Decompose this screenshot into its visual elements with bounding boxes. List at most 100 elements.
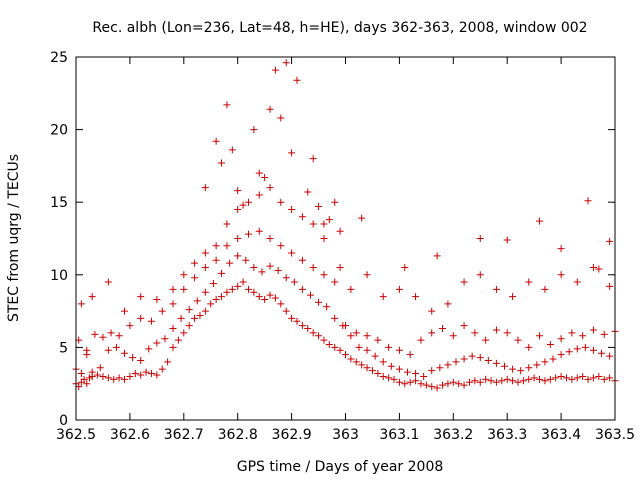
- data-point: [131, 370, 139, 378]
- data-point: [126, 372, 134, 380]
- data-point: [336, 227, 344, 235]
- y-tick-label: 10: [50, 268, 68, 284]
- data-point: [573, 374, 581, 382]
- data-point: [541, 377, 549, 385]
- data-point: [290, 278, 298, 286]
- data-point: [436, 364, 444, 372]
- data-point: [476, 354, 484, 362]
- data-point: [250, 288, 258, 296]
- data-point: [557, 271, 565, 279]
- data-point: [180, 329, 188, 337]
- data-point: [244, 230, 252, 238]
- data-point: [304, 188, 312, 196]
- data-point: [460, 381, 468, 389]
- data-point: [142, 368, 150, 376]
- x-tick-label: 362.6: [110, 427, 150, 443]
- data-point: [533, 361, 541, 369]
- data-point: [218, 269, 226, 277]
- data-point: [546, 340, 554, 348]
- x-tick-label: 363.1: [379, 427, 419, 443]
- data-point: [519, 377, 527, 385]
- data-point: [177, 314, 185, 322]
- data-point: [242, 256, 250, 264]
- data-point: [298, 285, 306, 293]
- data-point: [320, 336, 328, 344]
- data-point: [557, 245, 565, 253]
- data-point: [368, 367, 376, 375]
- data-point: [244, 285, 252, 293]
- data-point: [503, 236, 511, 244]
- data-point: [406, 351, 414, 359]
- data-point: [234, 205, 242, 213]
- data-point: [412, 370, 420, 378]
- data-point: [501, 362, 509, 370]
- data-point: [83, 380, 91, 388]
- data-point: [401, 264, 409, 272]
- data-point: [104, 346, 112, 354]
- data-point: [244, 198, 252, 206]
- data-point: [212, 256, 220, 264]
- data-point: [309, 329, 317, 337]
- data-point: [274, 266, 282, 274]
- data-point: [525, 375, 533, 383]
- x-tick-label: 362.5: [56, 427, 96, 443]
- data-point: [444, 300, 452, 308]
- data-point: [541, 358, 549, 366]
- data-point: [509, 293, 517, 301]
- data-point: [595, 372, 603, 380]
- data-point: [104, 278, 112, 286]
- data-point: [191, 314, 199, 322]
- data-point: [363, 346, 371, 354]
- data-point: [282, 307, 290, 315]
- data-point: [239, 201, 247, 209]
- data-point: [271, 294, 279, 302]
- data-point: [201, 288, 209, 296]
- data-point: [255, 293, 263, 301]
- data-point: [223, 242, 231, 250]
- data-point: [465, 378, 473, 386]
- data-point: [309, 264, 317, 272]
- data-point: [96, 364, 104, 372]
- data-point: [536, 217, 544, 225]
- data-point: [476, 235, 484, 242]
- data-point: [77, 300, 85, 308]
- data-point: [277, 114, 285, 122]
- data-point: [395, 346, 403, 354]
- data-point: [541, 285, 549, 293]
- data-point: [379, 293, 387, 301]
- data-point: [223, 288, 231, 296]
- data-point: [234, 235, 242, 242]
- data-point: [449, 378, 457, 386]
- data-point: [579, 372, 587, 380]
- data-point: [482, 375, 490, 383]
- x-tick-label: 363.2: [433, 427, 473, 443]
- data-point: [201, 264, 209, 272]
- data-point: [476, 271, 484, 279]
- data-point: [460, 355, 468, 363]
- data-point: [331, 343, 339, 351]
- data-point: [395, 365, 403, 373]
- data-point: [546, 375, 554, 383]
- data-point: [606, 237, 614, 245]
- data-point: [363, 271, 371, 279]
- data-point: [581, 343, 589, 351]
- data-point: [374, 370, 382, 378]
- data-point: [374, 336, 382, 344]
- data-point: [288, 249, 296, 257]
- data-point: [331, 314, 339, 322]
- data-point: [323, 303, 331, 311]
- data-point: [468, 352, 476, 360]
- data-point: [395, 285, 403, 293]
- y-tick-label: 25: [50, 50, 68, 66]
- data-point: [379, 358, 387, 366]
- data-point: [191, 274, 199, 282]
- data-point: [557, 335, 565, 343]
- data-point: [164, 358, 172, 366]
- y-axis-label: STEC from uqrg / TECUs: [6, 154, 22, 322]
- data-point: [255, 169, 263, 177]
- data-point: [347, 355, 355, 363]
- data-point: [600, 375, 608, 383]
- data-points: [72, 59, 619, 392]
- data-point: [525, 278, 533, 286]
- data-point: [536, 332, 544, 340]
